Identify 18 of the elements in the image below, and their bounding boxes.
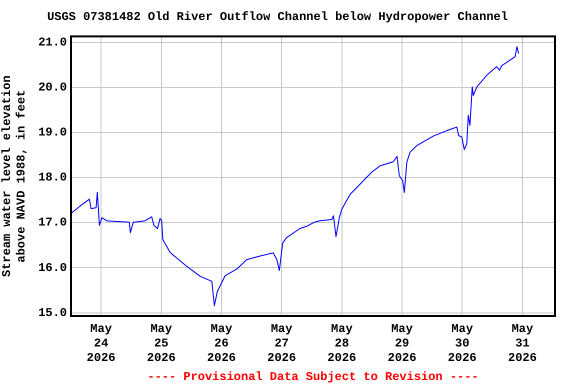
x-tick-label: May 29 2026 [388,322,416,366]
y-tick-label: 19.0 [38,125,67,140]
text: ---- Provisional Data Subject to Revision ---- [147,370,479,384]
x-tick-label: May 30 2026 [448,322,477,366]
y-tick-label: 21.0 [38,35,67,50]
x-tick-label: May 31 2026 [508,322,537,366]
x-tick-label: May 24 2026 [86,322,116,366]
y-axis-title: Stream water level elevation above NAVD 1988, in feet [0,75,29,278]
y-tick-label: 17.0 [38,216,67,230]
x-tick-label: May 26 2026 [207,322,236,366]
x-tick-label: May 25 2026 [146,322,176,366]
chart-title: USGS 07381482 Old River Outflow Channel below Hydropower Channel [47,10,508,24]
y-tick-label: 18.0 [38,170,67,185]
x-tick-label: May 28 2026 [327,322,356,366]
y-tick-label: 15.0 [38,306,67,320]
y-tick-label: 16.0 [38,260,67,275]
y-tick-label: 20.0 [38,80,67,94]
x-tick-label: May 27 2026 [267,322,296,366]
